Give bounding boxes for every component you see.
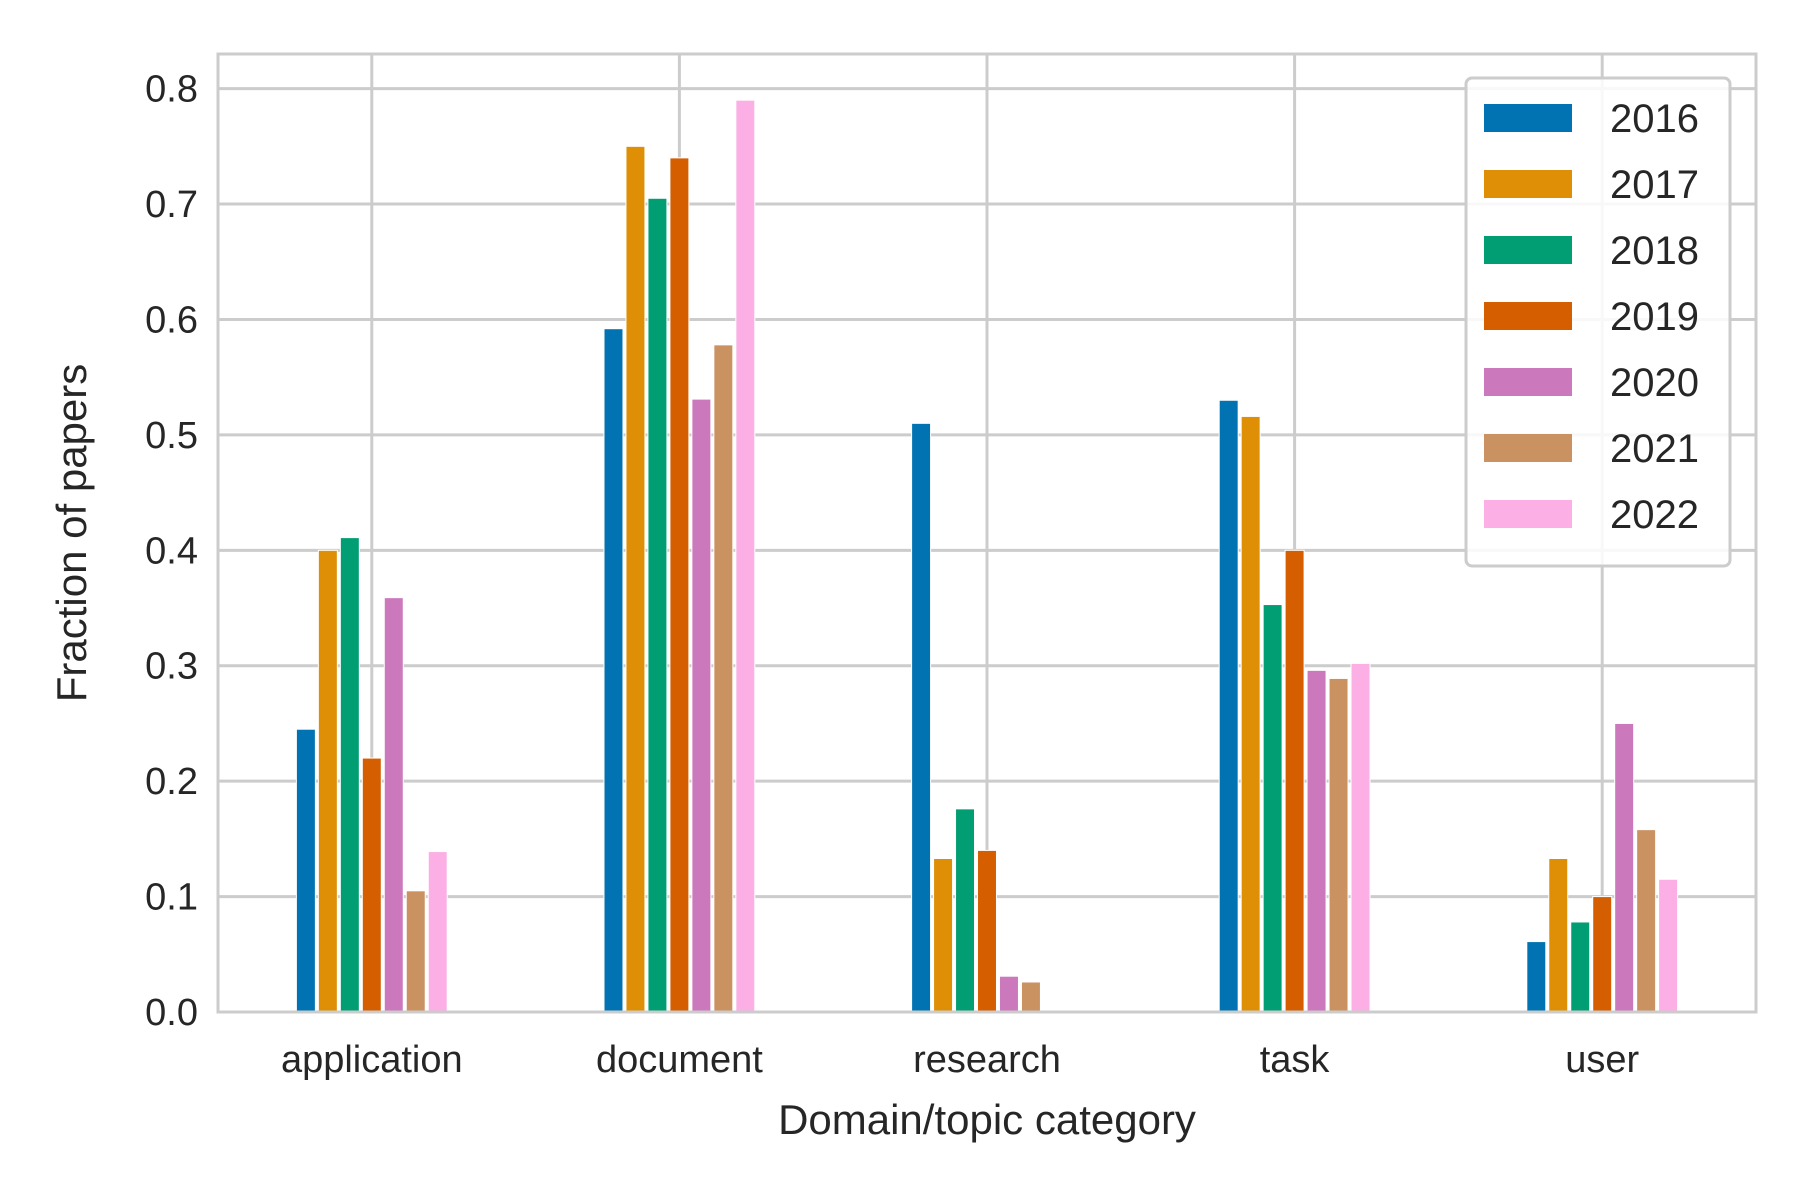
bar-2016-task — [1218, 399, 1239, 1013]
bar-2021-task — [1328, 677, 1349, 1013]
y-tick-labels: 0.0 0.1 0.2 0.3 0.4 0.5 0.6 0.7 0.8 — [145, 69, 198, 1034]
bar-2022-document — [735, 99, 756, 1013]
y-tick-label: 0.1 — [145, 877, 198, 919]
bar-2016-research — [911, 422, 932, 1013]
bar-2021-document — [713, 344, 734, 1013]
bar-2020-research — [998, 975, 1019, 1013]
y-axis-title: Fraction of papers — [48, 364, 95, 703]
x-tick-label: document — [596, 1039, 763, 1081]
bar-2016-application — [295, 728, 316, 1013]
bar-2021-application — [405, 890, 426, 1013]
x-axis-title: Domain/topic category — [778, 1096, 1196, 1143]
y-tick-label: 0.0 — [145, 992, 198, 1034]
bar-2020-user — [1614, 722, 1635, 1013]
bar-2021-user — [1636, 829, 1657, 1013]
x-tick-label: user — [1565, 1039, 1639, 1081]
bar-2019-application — [361, 757, 382, 1013]
bar-2018-research — [955, 808, 976, 1013]
x-tick-label: research — [913, 1039, 1061, 1081]
bar-2019-research — [977, 849, 997, 1013]
bar-2020-document — [691, 398, 712, 1013]
bar-2020-task — [1306, 669, 1327, 1013]
legend-swatch-2020 — [1484, 368, 1572, 396]
bar-2019-task — [1284, 549, 1305, 1013]
y-tick-label: 0.7 — [145, 184, 198, 226]
legend: 2016 2017 2018 2019 2020 2021 2022 — [1464, 76, 1732, 568]
legend-label-2016: 2016 — [1610, 97, 1699, 141]
bar-2019-document — [669, 157, 690, 1013]
legend-swatch-2016 — [1484, 104, 1572, 132]
bar-2017-application — [317, 549, 338, 1013]
legend-swatch-2018 — [1484, 236, 1572, 264]
legend-label-2021: 2021 — [1610, 427, 1699, 471]
bar-2017-research — [933, 857, 954, 1013]
bar-2022-user — [1658, 878, 1679, 1013]
y-tick-label: 0.8 — [145, 69, 198, 111]
bar-2018-user — [1570, 921, 1591, 1013]
legend-swatch-2021 — [1484, 434, 1572, 462]
legend-swatch-2022 — [1484, 500, 1572, 528]
y-tick-label: 0.3 — [145, 646, 198, 688]
y-tick-label: 0.4 — [145, 530, 198, 572]
y-tick-label: 0.5 — [145, 415, 198, 457]
bar-2017-task — [1240, 415, 1261, 1013]
legend-swatch-2019 — [1484, 302, 1572, 330]
x-tick-labels: application document research task user — [281, 1039, 1640, 1081]
bar-2018-task — [1262, 604, 1283, 1013]
bar-2016-user — [1526, 941, 1547, 1013]
x-tick-label: application — [281, 1039, 463, 1081]
legend-label-2017: 2017 — [1610, 163, 1699, 207]
bar-2022-application — [427, 851, 448, 1013]
x-tick-label: task — [1260, 1039, 1331, 1081]
bar-2017-user — [1548, 857, 1569, 1013]
legend-label-2020: 2020 — [1610, 361, 1699, 405]
bar-2017-document — [625, 145, 646, 1013]
plot-frame — [216, 52, 1758, 1014]
bar-2018-application — [339, 537, 360, 1013]
y-tick-label: 0.6 — [145, 299, 198, 341]
bar-2016-document — [603, 328, 624, 1013]
bar-2020-application — [383, 597, 404, 1013]
bar-2022-task — [1350, 662, 1371, 1013]
bar-2018-document — [647, 197, 668, 1013]
legend-label-2018: 2018 — [1610, 229, 1699, 273]
legend-label-2022: 2022 — [1610, 493, 1699, 537]
legend-label-2019: 2019 — [1610, 295, 1699, 339]
legend-swatch-2017 — [1484, 170, 1572, 198]
bar-2019-user — [1592, 896, 1613, 1013]
bar-2021-research — [1020, 981, 1041, 1013]
y-tick-label: 0.2 — [145, 761, 198, 803]
